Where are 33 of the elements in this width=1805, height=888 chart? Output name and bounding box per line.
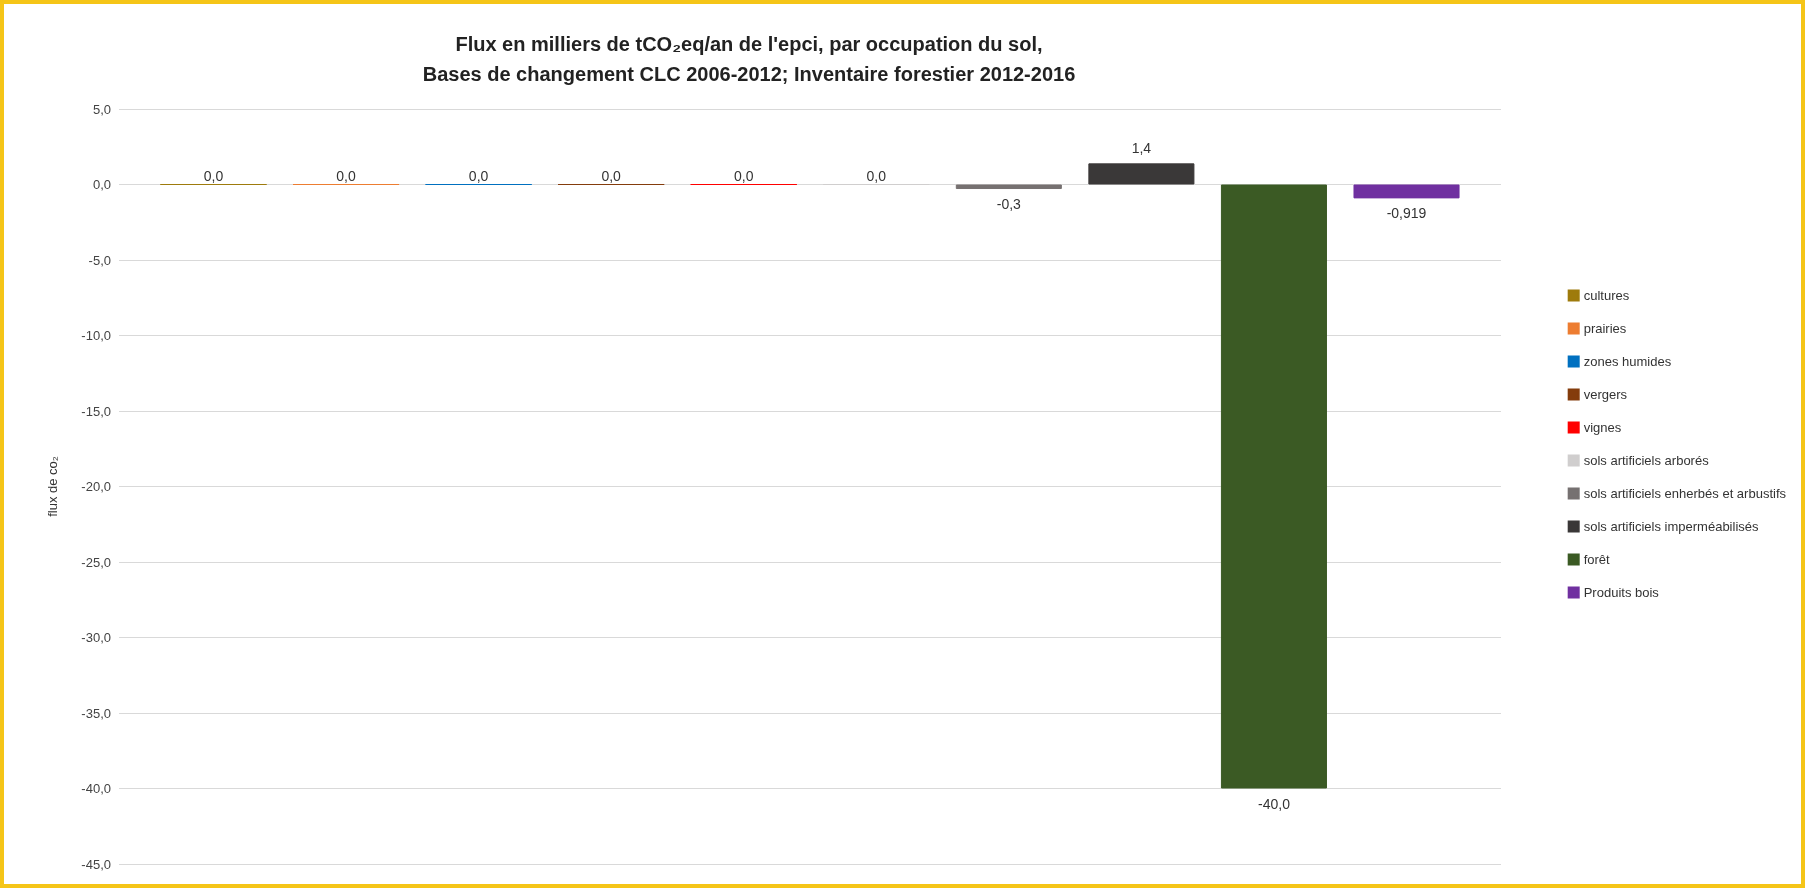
y-tick-label: -15,0	[81, 403, 111, 419]
data-label: -0,3	[996, 196, 1022, 213]
y-tick-label: -20,0	[81, 479, 111, 494]
data-label: 0,0	[866, 168, 887, 184]
legend-label: vignes	[1583, 420, 1622, 435]
chart-title: Flux en milliers de tCO₂eq/an de l'epci, par occupation du sol, Bases de changement CLC 2006-2012; Inventaire forestier 2012-2016	[422, 33, 1076, 85]
legend-label: sols artificiels enherbés et arbustifs	[1583, 486, 1787, 501]
data-label: 0,0	[601, 168, 622, 184]
data-label: 1,4	[1131, 140, 1152, 157]
data-label: -40,0	[1258, 795, 1291, 812]
legend-label: prairies	[1583, 321, 1627, 336]
data-label: 0,0	[733, 168, 754, 184]
y-tick-label: -40,0	[81, 781, 111, 796]
y-tick-label: -5,0	[88, 252, 111, 268]
data-label: 0,0	[336, 168, 356, 184]
legend-label: Produits bois	[1583, 585, 1660, 600]
data-label: 0,0	[468, 168, 489, 184]
data-label: 0,0	[203, 168, 224, 184]
y-tick-label: -10,0	[81, 328, 111, 343]
data-label: -0,919	[1386, 205, 1427, 222]
legend-label: sols artificiels imperméabilisés	[1583, 519, 1760, 534]
y-tick-label: -35,0	[81, 705, 111, 721]
y-tick-label: 5,0	[92, 101, 111, 117]
y-tick-label: -25,0	[81, 554, 111, 570]
legend-label: cultures	[1583, 288, 1630, 303]
y-tick-label: -45,0	[81, 856, 111, 872]
legend-label: zones humides	[1583, 354, 1672, 369]
legend-label: vergers	[1583, 387, 1628, 402]
legend-label: sols artificiels arborés	[1583, 453, 1710, 468]
legend-label: forêt	[1583, 552, 1611, 567]
y-tick-label: 0,0	[92, 177, 111, 192]
y-tick-label: -30,0	[81, 630, 111, 645]
y-axis-title: flux de co₂	[45, 456, 60, 517]
